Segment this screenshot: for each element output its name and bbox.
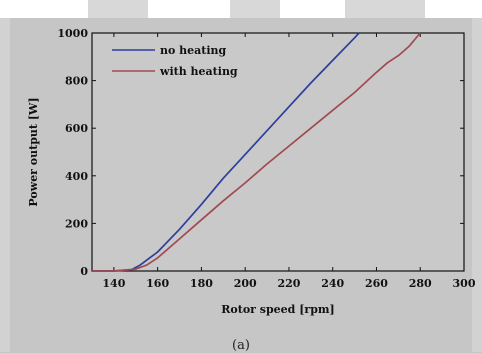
tick-labels: 140 160 180 200 220 240 260 280 300 0 200 400 600 800… [57, 27, 475, 290]
series-line-with-heating [92, 32, 421, 272]
left-border-strip [0, 18, 10, 352]
legend: no heating with heating [112, 44, 238, 78]
x-axis-label: Rotor speed [rpm] [221, 303, 334, 316]
y-tick-label: 200 [65, 217, 88, 230]
header-block [230, 0, 280, 18]
x-tick-label: 140 [102, 277, 125, 290]
series-lines [92, 32, 421, 272]
figure-caption: (a) [232, 338, 250, 353]
y-tick-label: 400 [65, 170, 88, 183]
x-tick-label: 240 [321, 277, 344, 290]
header-block [88, 0, 148, 18]
x-tick-label: 220 [277, 277, 300, 290]
x-tick-label: 300 [453, 277, 476, 290]
y-tick-label: 1000 [57, 27, 88, 40]
x-tick-label: 160 [146, 277, 169, 290]
y-tick-label: 0 [80, 265, 88, 278]
x-tick-label: 280 [409, 277, 432, 290]
legend-label-no-heating: no heating [160, 44, 227, 57]
y-axis-label: Power output [W] [27, 97, 40, 206]
x-tick-label: 180 [190, 277, 213, 290]
legend-label-with-heating: with heating [159, 65, 238, 78]
series-line-no-heating [92, 32, 360, 272]
x-tick-label: 200 [234, 277, 257, 290]
header-block [345, 0, 425, 18]
y-tick-label: 600 [65, 122, 88, 135]
x-tick-label: 260 [365, 277, 388, 290]
right-border-strip [472, 18, 482, 352]
axis-ticks [92, 32, 465, 272]
y-tick-label: 800 [65, 75, 88, 88]
plot-area [91, 32, 465, 272]
